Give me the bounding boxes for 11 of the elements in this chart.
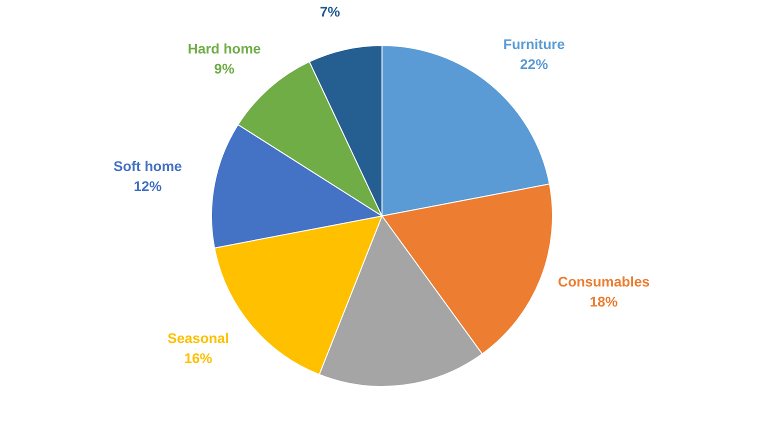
slice-label: Seasonal <box>167 330 229 346</box>
data-label: 16% <box>184 350 213 366</box>
data-label: 9% <box>214 60 235 76</box>
slice-label: Hard home <box>188 40 262 56</box>
data-label: 22% <box>520 56 549 72</box>
slice-label: Consumables <box>558 274 650 290</box>
slice-label: Furniture <box>503 36 565 52</box>
data-label: 12% <box>134 178 162 194</box>
data-label: 7% <box>320 3 341 20</box>
slice-label: Soft home <box>114 158 182 174</box>
data-label: 18% <box>590 294 618 310</box>
